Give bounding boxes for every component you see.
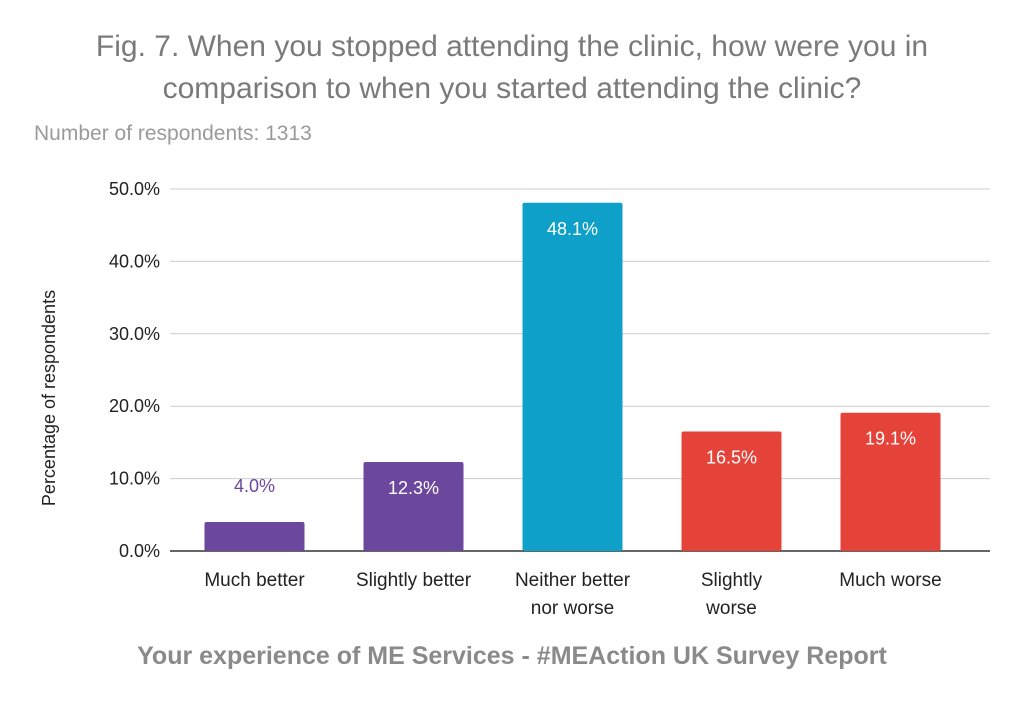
y-tick-label: 0.0% <box>119 541 160 561</box>
y-tick-label: 20.0% <box>109 396 160 416</box>
y-tick-label: 30.0% <box>109 324 160 344</box>
x-category-label: nor worse <box>531 598 614 619</box>
x-category-label: Much worse <box>839 570 941 591</box>
data-label: 4.0% <box>234 476 275 496</box>
y-axis-ticks: 0.0% 10.0% 20.0% 30.0% 40.0% 50.0% <box>109 179 160 561</box>
y-axis-title: Percentage of respondents <box>39 290 59 506</box>
x-category-label: Neither better <box>515 570 631 591</box>
chart-title: Fig. 7. When you stopped attending the c… <box>95 30 929 105</box>
data-label: 48.1% <box>547 219 598 239</box>
data-label: 16.5% <box>706 448 757 468</box>
bar <box>522 202 623 552</box>
x-category-label: Slightly <box>701 570 763 591</box>
y-tick-label: 50.0% <box>109 179 160 199</box>
data-label: 12.3% <box>388 478 439 498</box>
report-footer: Your experience of ME Services - #MEActi… <box>137 642 887 670</box>
x-axis-categories: Much better Slightly better Neither better… <box>204 570 941 619</box>
bar <box>681 431 782 551</box>
bar <box>840 412 941 551</box>
data-label: 19.1% <box>865 429 916 449</box>
x-category-label: Much better <box>204 570 305 591</box>
x-category-label: worse <box>705 598 757 619</box>
bar <box>204 522 305 551</box>
chart-subtitle: Number of respondents: 1313 <box>34 122 312 145</box>
y-tick-label: 10.0% <box>109 469 160 489</box>
y-tick-label: 40.0% <box>109 251 160 271</box>
bar <box>363 461 464 551</box>
x-category-label: Slightly better <box>356 570 472 591</box>
bars <box>204 202 941 552</box>
data-labels: 4.0% 12.3% 48.1% 16.5% 19.1% <box>234 219 916 498</box>
